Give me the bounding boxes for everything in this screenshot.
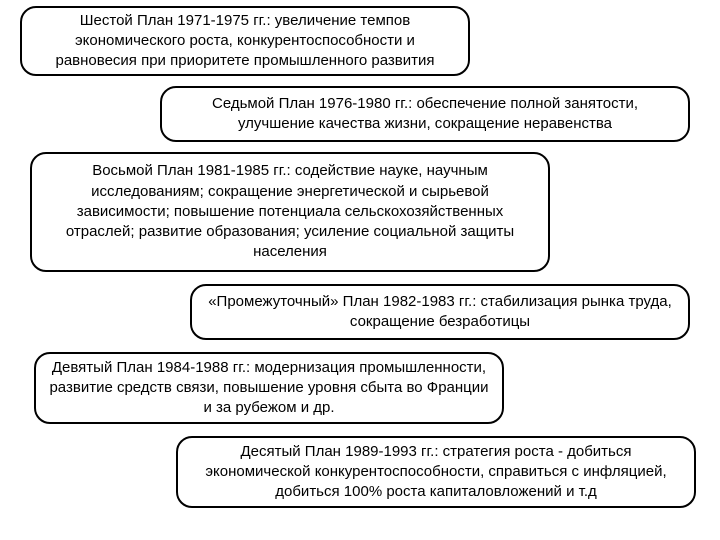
box-plan-inter-text: «Промежуточный» План 1982-1983 гг.: стаб… [204,292,676,333]
diagram-stage: Шестой План 1971-1975 гг.: увеличение те… [0,0,720,540]
box-plan8: Восьмой План 1981-1985 гг.: содействие н… [30,152,550,272]
box-plan10-text: Десятый План 1989-1993 гг.: стратегия ро… [190,442,682,503]
box-plan8-text: Восьмой План 1981-1985 гг.: содействие н… [44,161,536,262]
box-plan9: Девятый План 1984-1988 гг.: модернизация… [34,352,504,424]
box-plan7: Седьмой План 1976-1980 гг.: обеспечение … [160,86,690,142]
box-plan6: Шестой План 1971-1975 гг.: увеличение те… [20,6,470,76]
box-plan10: Десятый План 1989-1993 гг.: стратегия ро… [176,436,696,508]
box-plan-inter: «Промежуточный» План 1982-1983 гг.: стаб… [190,284,690,340]
box-plan9-text: Девятый План 1984-1988 гг.: модернизация… [48,358,490,419]
box-plan7-text: Седьмой План 1976-1980 гг.: обеспечение … [174,94,676,135]
box-plan6-text: Шестой План 1971-1975 гг.: увеличение те… [34,11,456,72]
